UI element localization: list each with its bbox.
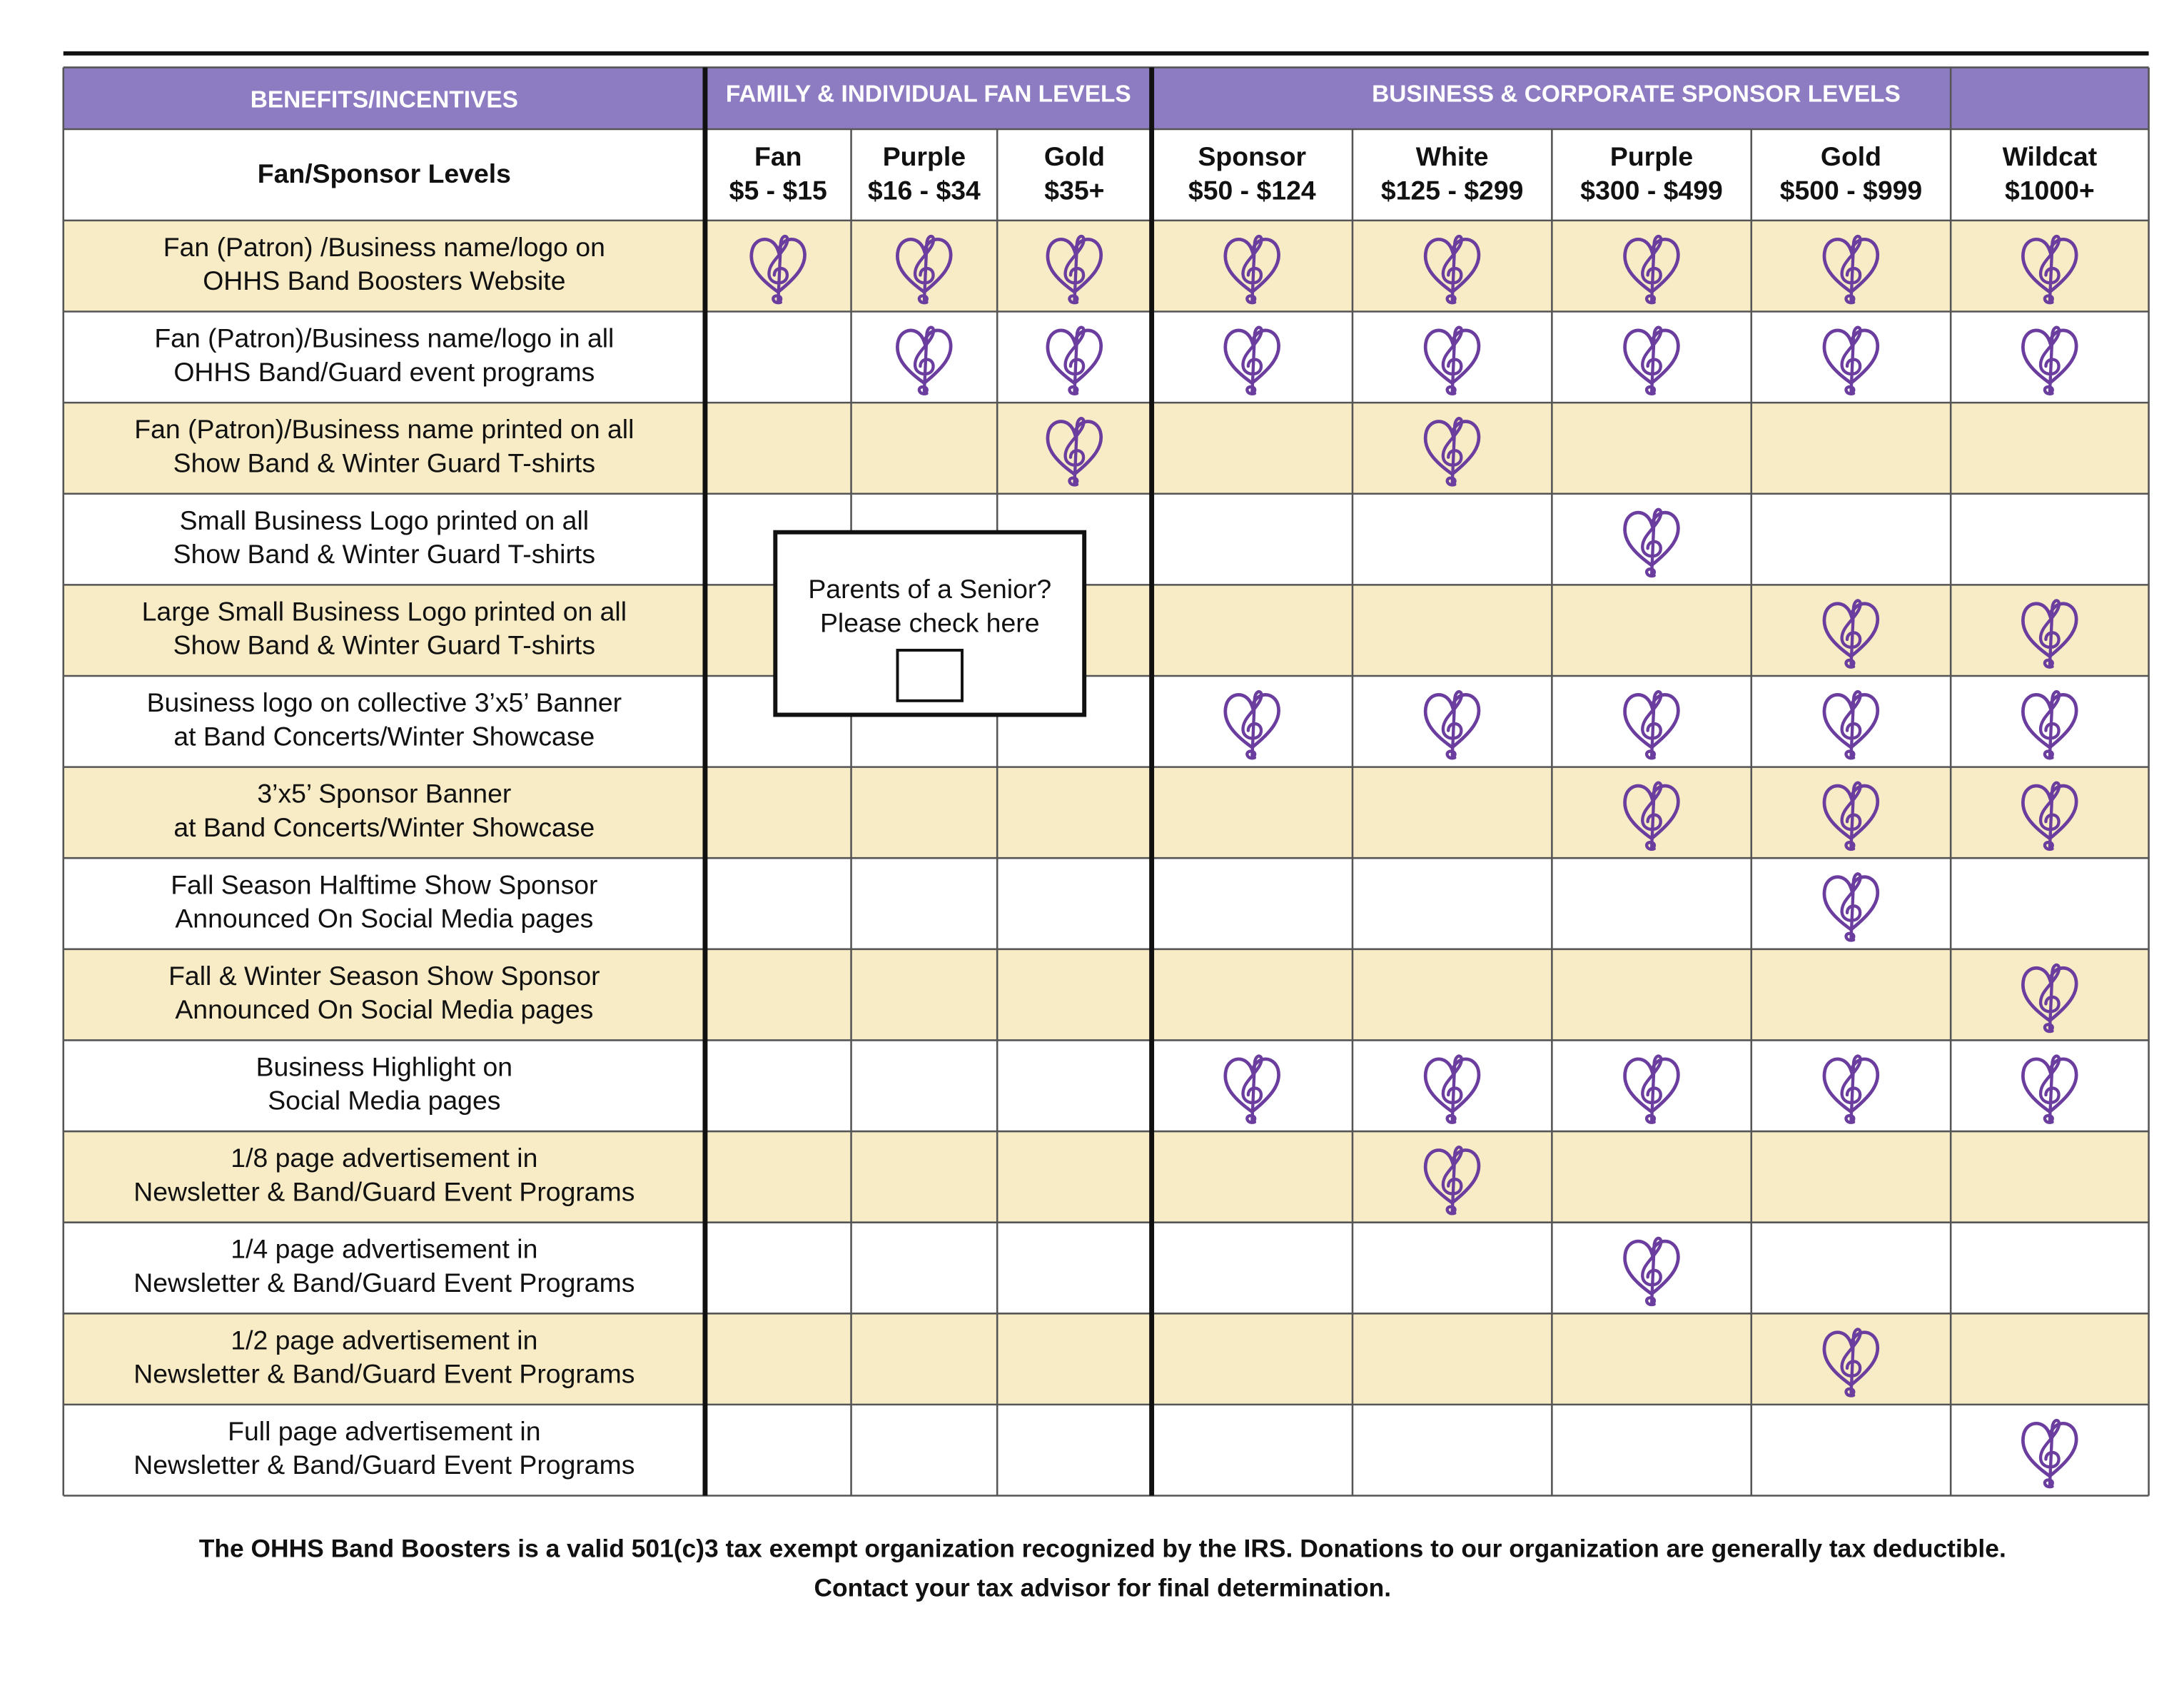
table: BENEFITS/INCENTIVES FAMILY & INDIVIDUAL F… xyxy=(62,51,2150,1602)
senior-checkbox[interactable] xyxy=(896,649,964,702)
row-bg xyxy=(63,1404,2149,1496)
benefit-label: OHHS Band/Guard event programs xyxy=(173,357,595,387)
benefit-label: Newsletter & Band/Guard Event Programs xyxy=(133,1450,635,1480)
row-bg xyxy=(63,1131,2149,1223)
level-name: Gold xyxy=(1821,141,1881,171)
benefit-label: at Band Concerts/Winter Showcase xyxy=(173,721,595,751)
header-band xyxy=(63,67,2149,130)
row-bg xyxy=(63,493,2149,585)
level-range: $50 - $124 xyxy=(1188,175,1316,205)
header-benefits: BENEFITS/INCENTIVES xyxy=(251,86,518,113)
level-name: Fan xyxy=(754,141,802,171)
benefit-label: Show Band & Winter Guard T-shirts xyxy=(173,448,595,477)
benefit-label: Fan (Patron)/Business name/logo in all xyxy=(154,323,614,353)
header-family: FAMILY & INDIVIDUAL FAN LEVELS xyxy=(726,81,1131,108)
levels-label: Fan/Sponsor Levels xyxy=(258,158,511,188)
benefit-label: Fan (Patron)/Business name printed on al… xyxy=(134,414,634,444)
popup-text: Parents of a Senior? xyxy=(808,574,1051,604)
benefit-label: Fan (Patron) /Business name/logo on xyxy=(163,232,605,262)
level-name: Gold xyxy=(1044,141,1105,171)
row-bg xyxy=(63,767,2149,859)
row-bg xyxy=(63,403,2149,494)
header-business: BUSINESS & CORPORATE SPONSOR LEVELS xyxy=(1372,81,1901,108)
row-bg xyxy=(63,585,2149,676)
benefit-label: 1/2 page advertisement in xyxy=(231,1325,537,1355)
benefit-label: Newsletter & Band/Guard Event Programs xyxy=(133,1268,635,1298)
level-range: $35+ xyxy=(1044,175,1104,205)
footer-text: The OHHS Band Boosters is a valid 501(c)… xyxy=(199,1535,2006,1563)
benefit-label: Business Highlight on xyxy=(256,1052,512,1082)
benefit-label: 3’x5’ Sponsor Banner xyxy=(257,779,511,809)
benefit-label: Large Small Business Logo printed on all xyxy=(142,596,627,626)
row-bg xyxy=(63,675,2149,767)
benefit-label: Business logo on collective 3’x5’ Banner xyxy=(147,687,622,717)
level-range: $1000+ xyxy=(2005,175,2095,205)
benefit-label: Fall & Winter Season Show Sponsor xyxy=(168,961,600,991)
row-bg xyxy=(63,1313,2149,1405)
benefit-label: OHHS Band Boosters Website xyxy=(203,266,565,295)
level-range: $16 - $34 xyxy=(868,175,981,205)
level-range: $125 - $299 xyxy=(1381,175,1524,205)
level-name: White xyxy=(1416,141,1489,171)
popup-text: Please check here xyxy=(820,607,1039,637)
row-bg xyxy=(63,858,2149,949)
row-bg xyxy=(63,949,2149,1041)
row-bg xyxy=(63,311,2149,403)
row-bg xyxy=(63,1222,2149,1314)
row-bg xyxy=(63,220,2149,312)
footer-text: Contact your tax advisor for final deter… xyxy=(814,1574,1391,1602)
benefit-label: Announced On Social Media pages xyxy=(175,904,593,934)
benefit-label: Show Band & Winter Guard T-shirts xyxy=(173,630,595,660)
benefit-label: Newsletter & Band/Guard Event Programs xyxy=(133,1176,635,1206)
level-name: Purple xyxy=(1610,141,1693,171)
benefit-label: 1/8 page advertisement in xyxy=(231,1143,537,1173)
benefit-label: Newsletter & Band/Guard Event Programs xyxy=(133,1359,635,1389)
benefit-label: Show Band & Winter Guard T-shirts xyxy=(173,539,595,569)
level-name: Wildcat xyxy=(2003,141,2098,171)
row-bg xyxy=(63,1040,2149,1132)
level-range: $500 - $999 xyxy=(1780,175,1923,205)
level-name: Sponsor xyxy=(1198,141,1307,171)
benefit-label: Fall Season Halftime Show Sponsor xyxy=(171,869,597,899)
benefit-label: Small Business Logo printed on all xyxy=(180,505,589,535)
benefit-label: Social Media pages xyxy=(268,1086,500,1116)
benefit-label: 1/4 page advertisement in xyxy=(231,1234,537,1264)
benefit-label: Announced On Social Media pages xyxy=(175,994,593,1024)
level-range: $300 - $499 xyxy=(1580,175,1723,205)
level-range: $5 - $15 xyxy=(729,175,827,205)
level-name: Purple xyxy=(883,141,966,171)
benefit-label: Full page advertisement in xyxy=(228,1416,540,1446)
benefit-label: at Band Concerts/Winter Showcase xyxy=(173,812,595,842)
